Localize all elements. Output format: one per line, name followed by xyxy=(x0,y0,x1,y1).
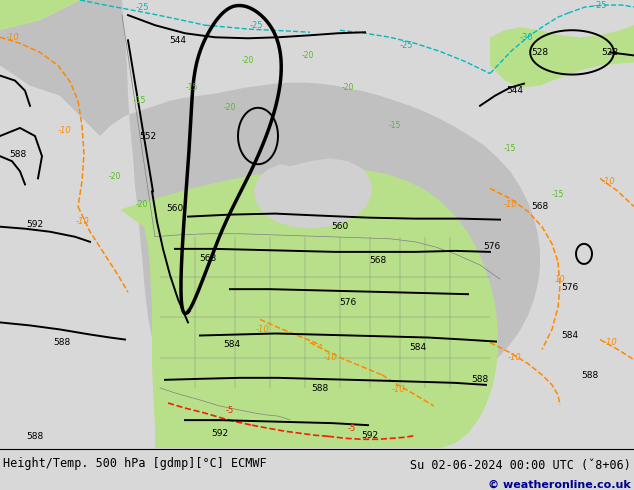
Text: -10: -10 xyxy=(603,338,617,347)
Text: -10: -10 xyxy=(601,177,615,186)
Text: -10: -10 xyxy=(58,126,72,135)
Text: 560: 560 xyxy=(332,222,349,231)
Text: 588: 588 xyxy=(10,149,27,159)
Text: 568: 568 xyxy=(370,256,387,266)
Text: -15: -15 xyxy=(552,190,564,199)
Text: -5: -5 xyxy=(348,424,356,433)
Text: 592: 592 xyxy=(211,429,229,438)
Text: © weatheronline.co.uk: © weatheronline.co.uk xyxy=(488,480,631,490)
Text: 552: 552 xyxy=(139,131,157,141)
Text: -5: -5 xyxy=(226,406,234,415)
Text: -20: -20 xyxy=(342,83,354,92)
Text: 588: 588 xyxy=(27,432,44,441)
Text: -10: -10 xyxy=(323,353,337,362)
Text: 588: 588 xyxy=(471,375,489,384)
Text: -10: -10 xyxy=(255,325,269,334)
Text: -15: -15 xyxy=(504,144,516,152)
Text: 588: 588 xyxy=(581,371,598,380)
Text: -25: -25 xyxy=(135,2,149,12)
Polygon shape xyxy=(120,168,498,448)
Text: -15: -15 xyxy=(134,96,146,105)
Text: -20: -20 xyxy=(242,56,254,65)
Text: 592: 592 xyxy=(361,431,378,440)
Text: -15: -15 xyxy=(186,83,198,92)
Text: 10: 10 xyxy=(555,274,566,284)
Text: 576: 576 xyxy=(483,243,501,251)
Polygon shape xyxy=(254,158,372,229)
Text: -10: -10 xyxy=(75,217,89,226)
Text: -25: -25 xyxy=(249,21,262,30)
Text: -10: -10 xyxy=(391,386,405,394)
Text: 544: 544 xyxy=(169,36,186,45)
Text: -15: -15 xyxy=(389,122,401,130)
Text: Su 02-06-2024 00:00 UTC (ˇ8+06): Su 02-06-2024 00:00 UTC (ˇ8+06) xyxy=(410,459,631,472)
Text: -30: -30 xyxy=(519,33,533,42)
Text: 528: 528 xyxy=(602,48,619,57)
Text: 576: 576 xyxy=(561,283,579,292)
Text: 560: 560 xyxy=(166,204,184,213)
Text: 588: 588 xyxy=(53,338,70,347)
Text: 584: 584 xyxy=(410,343,427,352)
Text: 568: 568 xyxy=(199,254,217,264)
Text: 588: 588 xyxy=(311,385,328,393)
Text: -25: -25 xyxy=(593,0,607,9)
Text: -10: -10 xyxy=(5,33,19,42)
Polygon shape xyxy=(0,0,540,448)
Text: -20: -20 xyxy=(136,200,148,209)
Text: -20: -20 xyxy=(224,103,236,112)
Text: 568: 568 xyxy=(531,202,548,211)
Text: 528: 528 xyxy=(531,48,548,57)
Text: 576: 576 xyxy=(339,298,356,307)
Text: -10: -10 xyxy=(503,200,517,209)
Text: 592: 592 xyxy=(27,220,44,229)
Text: 544: 544 xyxy=(507,86,524,95)
Text: 584: 584 xyxy=(223,340,240,349)
Text: -20: -20 xyxy=(109,172,121,181)
Text: -10: -10 xyxy=(508,353,522,362)
Text: -20: -20 xyxy=(302,51,314,60)
Text: 584: 584 xyxy=(562,331,579,340)
Text: -25: -25 xyxy=(399,41,413,50)
Text: Height/Temp. 500 hPa [gdmp][°C] ECMWF: Height/Temp. 500 hPa [gdmp][°C] ECMWF xyxy=(3,457,267,469)
Polygon shape xyxy=(0,0,80,30)
Polygon shape xyxy=(490,25,634,88)
